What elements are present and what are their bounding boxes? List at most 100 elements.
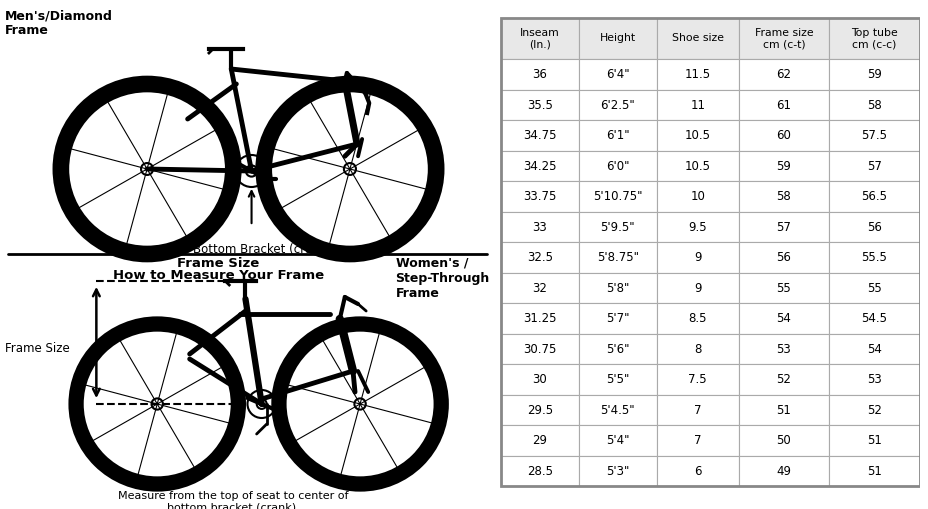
- Bar: [738, 181, 829, 212]
- Bar: [578, 426, 656, 456]
- Bar: [829, 18, 919, 59]
- Bar: [829, 90, 919, 120]
- Bar: [738, 395, 829, 426]
- Text: 52: 52: [866, 404, 881, 416]
- Bar: [829, 456, 919, 486]
- Text: Inseam
(In.): Inseam (In.): [520, 27, 560, 49]
- Text: 6'4": 6'4": [605, 68, 629, 81]
- Text: Women's /
Step-Through
Frame: Women's / Step-Through Frame: [395, 257, 489, 300]
- Bar: [500, 18, 578, 59]
- Text: 30.75: 30.75: [522, 343, 556, 355]
- Bar: [738, 151, 829, 181]
- Text: 30: 30: [532, 373, 547, 386]
- Bar: [656, 18, 738, 59]
- Bar: [500, 181, 578, 212]
- Text: 56: 56: [866, 220, 881, 234]
- Bar: [656, 395, 738, 426]
- Bar: [738, 120, 829, 151]
- Bar: [829, 364, 919, 395]
- Text: 28.5: 28.5: [526, 465, 552, 477]
- Text: 9: 9: [693, 281, 701, 295]
- Text: 58: 58: [776, 190, 791, 203]
- Text: 32.5: 32.5: [526, 251, 552, 264]
- Text: 57.5: 57.5: [860, 129, 886, 142]
- Bar: [578, 18, 656, 59]
- Bar: [656, 120, 738, 151]
- Text: 59: 59: [866, 68, 881, 81]
- Text: Men's/Diamond
Frame: Men's/Diamond Frame: [5, 9, 113, 37]
- Text: 33: 33: [532, 220, 547, 234]
- Bar: [656, 59, 738, 90]
- Text: 60: 60: [776, 129, 791, 142]
- Text: 51: 51: [866, 465, 881, 477]
- Bar: [578, 242, 656, 273]
- Bar: [738, 212, 829, 242]
- Text: 59: 59: [776, 159, 791, 173]
- Text: Frame size
cm (c-t): Frame size cm (c-t): [754, 27, 812, 49]
- Text: 11.5: 11.5: [684, 68, 710, 81]
- Text: 58: 58: [866, 99, 881, 111]
- Text: 5'8": 5'8": [605, 281, 629, 295]
- Text: 5'5": 5'5": [605, 373, 629, 386]
- Bar: [656, 334, 738, 364]
- Text: 50: 50: [776, 434, 791, 447]
- Bar: [829, 59, 919, 90]
- Bar: [656, 426, 738, 456]
- Bar: [578, 181, 656, 212]
- Bar: [738, 456, 829, 486]
- Bar: [738, 273, 829, 303]
- Text: 7: 7: [693, 404, 701, 416]
- Bar: [829, 120, 919, 151]
- Text: 5'10.75": 5'10.75": [592, 190, 642, 203]
- Text: 6: 6: [693, 465, 701, 477]
- Bar: [578, 334, 656, 364]
- Text: 31.25: 31.25: [522, 312, 556, 325]
- Text: Bottom Bracket (crank): Bottom Bracket (crank): [192, 243, 330, 256]
- Bar: [829, 303, 919, 334]
- Text: 55: 55: [866, 281, 881, 295]
- Text: 51: 51: [866, 434, 881, 447]
- Text: 8: 8: [693, 343, 701, 355]
- Bar: [656, 273, 738, 303]
- Text: 56: 56: [776, 251, 791, 264]
- Text: 5'8.75": 5'8.75": [596, 251, 638, 264]
- Text: 9.5: 9.5: [688, 220, 706, 234]
- Text: 6'1": 6'1": [605, 129, 629, 142]
- Text: 51: 51: [776, 404, 791, 416]
- Bar: [578, 303, 656, 334]
- Bar: [829, 426, 919, 456]
- Text: 7: 7: [693, 434, 701, 447]
- Bar: [829, 334, 919, 364]
- Text: 57: 57: [866, 159, 881, 173]
- Bar: [656, 90, 738, 120]
- Text: 55: 55: [776, 281, 791, 295]
- Bar: [500, 151, 578, 181]
- Text: 7.5: 7.5: [688, 373, 706, 386]
- Bar: [500, 395, 578, 426]
- Text: 54.5: 54.5: [860, 312, 886, 325]
- Text: 36: 36: [532, 68, 547, 81]
- Text: Shoe size: Shoe size: [671, 34, 723, 43]
- Bar: [578, 120, 656, 151]
- Text: 10.5: 10.5: [684, 159, 710, 173]
- Bar: [738, 303, 829, 334]
- Text: Frame Size: Frame Size: [5, 343, 70, 355]
- Bar: [500, 334, 578, 364]
- Text: 8.5: 8.5: [688, 312, 706, 325]
- Text: Frame Size: Frame Size: [176, 257, 259, 270]
- Bar: [738, 242, 829, 273]
- Text: 6'0": 6'0": [605, 159, 629, 173]
- Text: 57: 57: [776, 220, 791, 234]
- Text: 34.75: 34.75: [522, 129, 556, 142]
- Text: 34.25: 34.25: [522, 159, 556, 173]
- Bar: [738, 59, 829, 90]
- Bar: [829, 181, 919, 212]
- Text: 55.5: 55.5: [860, 251, 886, 264]
- Text: 52: 52: [776, 373, 791, 386]
- Bar: [500, 242, 578, 273]
- Bar: [578, 364, 656, 395]
- Bar: [500, 90, 578, 120]
- Bar: [829, 212, 919, 242]
- Bar: [578, 90, 656, 120]
- Text: 32: 32: [532, 281, 547, 295]
